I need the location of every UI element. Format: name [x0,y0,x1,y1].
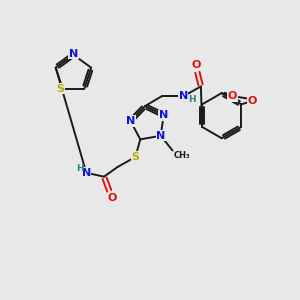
Text: O: O [107,193,116,203]
Text: N: N [178,91,188,101]
Text: S: S [131,152,140,162]
Text: O: O [191,60,201,70]
Text: CH₃: CH₃ [173,151,190,160]
Text: N: N [82,168,91,178]
Text: H: H [188,95,196,104]
Text: S: S [56,83,64,94]
Text: N: N [156,131,165,141]
Text: N: N [159,110,168,120]
Text: N: N [126,116,135,126]
Text: H: H [76,164,83,173]
Text: O: O [228,91,237,101]
Text: N: N [69,49,78,59]
Text: O: O [247,96,257,106]
